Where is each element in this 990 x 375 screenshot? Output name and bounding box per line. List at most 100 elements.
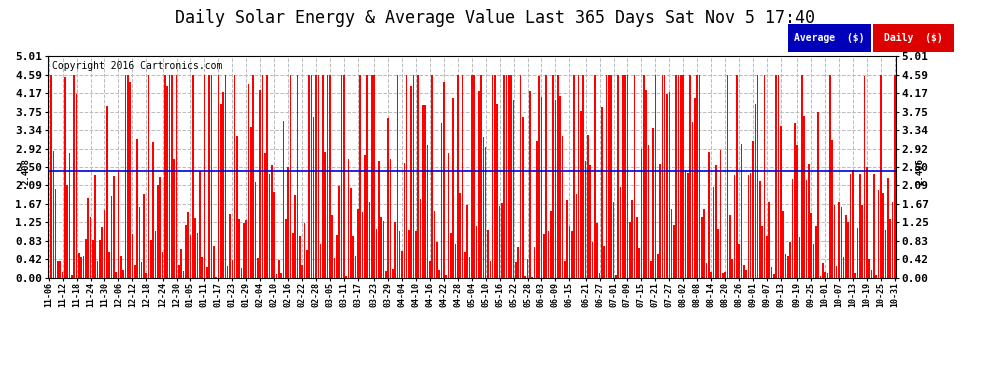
Bar <box>608 75 610 278</box>
Bar <box>889 219 891 278</box>
Bar <box>271 165 272 278</box>
Bar <box>401 251 403 278</box>
Bar <box>764 75 765 278</box>
Bar <box>211 75 212 278</box>
Bar <box>654 75 656 278</box>
Bar <box>118 170 119 278</box>
Bar <box>85 239 87 278</box>
Bar <box>361 212 363 278</box>
Bar <box>187 212 189 278</box>
Bar <box>120 256 122 278</box>
Bar <box>725 272 726 278</box>
Bar <box>282 121 284 278</box>
Bar <box>580 111 582 278</box>
Bar <box>161 252 163 278</box>
Bar <box>539 76 540 278</box>
Bar <box>408 230 410 278</box>
Bar <box>385 271 386 278</box>
Bar <box>325 152 326 278</box>
Bar <box>618 75 619 278</box>
Bar <box>427 145 429 278</box>
Bar <box>373 75 375 278</box>
Bar <box>573 75 575 278</box>
Bar <box>742 265 744 278</box>
Bar <box>527 259 529 278</box>
Bar <box>73 75 75 278</box>
Text: Daily Solar Energy & Average Value Last 365 Days Sat Nov 5 17:40: Daily Solar Energy & Average Value Last … <box>175 9 815 27</box>
Bar <box>220 104 222 278</box>
Bar <box>861 204 863 278</box>
Bar <box>252 75 254 278</box>
Bar <box>285 219 286 278</box>
Bar <box>141 262 143 278</box>
Bar <box>561 136 563 278</box>
Bar <box>825 272 826 278</box>
Bar <box>280 273 282 278</box>
Bar <box>845 216 846 278</box>
Bar <box>415 231 417 278</box>
Bar <box>261 75 263 278</box>
Bar <box>645 90 646 278</box>
Bar <box>801 75 803 278</box>
Text: 2.408: 2.408 <box>22 158 31 184</box>
Bar <box>461 75 463 278</box>
Bar <box>789 242 791 278</box>
Bar <box>711 272 712 278</box>
Bar <box>66 185 68 278</box>
Bar <box>225 75 226 278</box>
Bar <box>320 244 322 278</box>
Bar <box>201 256 203 278</box>
Bar <box>366 75 368 278</box>
Bar <box>76 94 77 278</box>
Bar <box>599 273 600 278</box>
Bar <box>675 75 677 278</box>
Bar <box>157 185 158 278</box>
Bar <box>178 266 179 278</box>
Bar <box>566 200 568 278</box>
Bar <box>229 214 231 278</box>
Bar <box>649 261 651 278</box>
Bar <box>761 226 763 278</box>
Bar <box>246 219 248 278</box>
Bar <box>741 144 742 278</box>
Bar <box>122 270 124 278</box>
Bar <box>511 75 512 278</box>
Bar <box>518 247 519 278</box>
Bar <box>299 237 301 278</box>
Bar <box>304 223 305 278</box>
Bar <box>192 75 194 278</box>
Bar <box>306 249 308 278</box>
Bar <box>627 75 629 278</box>
Bar <box>150 240 151 278</box>
Bar <box>506 75 508 278</box>
Bar <box>480 75 482 278</box>
Bar <box>375 229 377 278</box>
Bar <box>552 75 553 278</box>
Bar <box>703 209 705 278</box>
Bar <box>473 75 475 278</box>
Bar <box>357 209 358 278</box>
Bar <box>550 211 551 278</box>
Bar <box>696 75 698 278</box>
Bar <box>606 75 608 278</box>
Bar <box>444 82 445 278</box>
FancyBboxPatch shape <box>788 24 871 52</box>
Bar <box>673 225 675 278</box>
Bar <box>244 223 245 278</box>
Bar <box>273 192 275 278</box>
Bar <box>213 246 215 278</box>
Bar <box>354 256 356 278</box>
Bar <box>854 273 856 278</box>
Bar <box>787 256 789 278</box>
Bar <box>745 270 746 278</box>
Bar <box>190 235 191 278</box>
Bar <box>841 207 842 278</box>
Bar <box>422 105 424 278</box>
Bar <box>113 176 115 278</box>
Bar <box>341 75 343 278</box>
Bar <box>799 237 800 278</box>
Bar <box>715 165 717 278</box>
Bar <box>350 188 351 278</box>
Bar <box>115 272 117 278</box>
Bar <box>487 230 489 278</box>
